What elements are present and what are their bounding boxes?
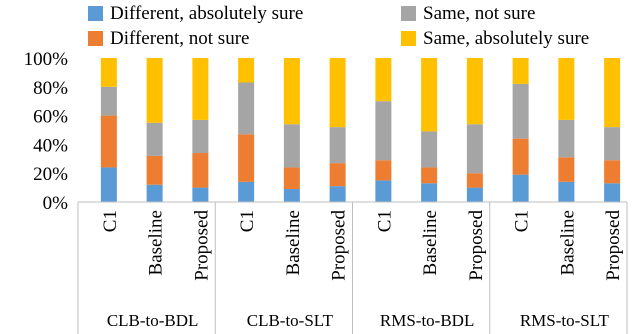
legend-swatch [88,6,103,21]
y-tick-label: 40% [33,135,68,156]
bar-segment [238,134,255,182]
bar-segment [100,86,117,116]
y-tick-label: 80% [33,78,68,99]
bar-segment [421,183,438,202]
x-category-label: C1 [512,210,533,232]
bar-segment [512,83,529,139]
bar-segment [375,160,392,181]
bar-segment [192,187,209,202]
bar-segment [604,160,621,184]
y-tick-label: 60% [33,107,68,128]
bar-segment [512,138,529,175]
x-category-label: Proposed [466,210,487,281]
bar-segment [192,58,209,120]
x-category-label: Proposed [329,210,350,281]
bar-segment [283,124,300,168]
y-tick-label: 0% [43,193,69,214]
bar-segment [421,131,438,168]
bar-segment [238,82,255,135]
legend: Different, absolutely sure Different, not… [88,3,589,49]
x-group-label: CLB-to-BDL [107,311,199,330]
y-axis: 0% 20% 40% 60% 80% 100% [24,49,69,214]
bar-segment [466,187,483,202]
legend-swatch [88,31,103,46]
legend-label: Different, not sure [110,28,249,49]
bar-segment [146,58,163,123]
bar-segment [146,155,163,185]
bar-segment [100,167,117,202]
bar-segment [283,167,300,190]
bar-segment [466,173,483,188]
x-category-label: Baseline [557,210,578,275]
bar-segment [604,127,621,161]
bar-segment [283,189,300,202]
legend-label: Same, not sure [423,3,535,24]
x-group-label: CLB-to-SLT [247,311,334,330]
bar-segment [558,58,575,120]
bar-segment [604,183,621,202]
bar-segment [512,174,529,202]
legend-swatch [401,31,416,46]
x-category-label: C1 [100,210,121,232]
bar-segment [421,58,438,132]
legend-swatch [401,6,416,21]
x-category-label: Baseline [283,210,304,275]
bar-segment [192,119,209,154]
bar-segment [192,153,209,188]
bar-segment [512,58,529,84]
x-category-label: Baseline [146,210,167,275]
bar-segment [238,181,255,202]
bar-segment [329,58,346,128]
y-tick-label: 20% [33,164,68,185]
y-tick-label: 100% [24,49,69,70]
bar-segment [375,101,392,161]
x-axis: C1 Baseline Proposed C1 Baseline Proposed C1 Ba… [77,201,628,334]
bar-segment [100,115,117,168]
bar-segment [283,58,300,125]
bar-segment [558,181,575,202]
bar-segment [604,58,621,128]
x-category-label: C1 [374,210,395,232]
legend-label: Same, absolutely sure [423,28,589,49]
bar-segment [375,58,392,102]
bar-segment [329,163,346,187]
bar-segment [329,127,346,164]
bars [100,58,621,202]
bar-segment [329,186,346,202]
bar-segment [238,58,255,83]
x-group-label: RMS-to-BDL [380,311,474,330]
x-category-label: Proposed [191,210,212,281]
bar-segment [375,180,392,202]
bar-segment [466,58,483,125]
bar-segment [146,184,163,202]
x-group-label: RMS-to-SLT [520,311,610,330]
bar-segment [146,122,163,156]
legend-label: Different, absolutely sure [110,3,303,24]
bar-segment [421,167,438,184]
x-category-label: Baseline [420,210,441,275]
bar-segment [558,157,575,182]
bar-segment [100,58,117,87]
bar-segment [558,119,575,158]
x-category-label: C1 [237,210,258,232]
x-category-label: Proposed [603,210,624,281]
bar-segment [466,124,483,174]
